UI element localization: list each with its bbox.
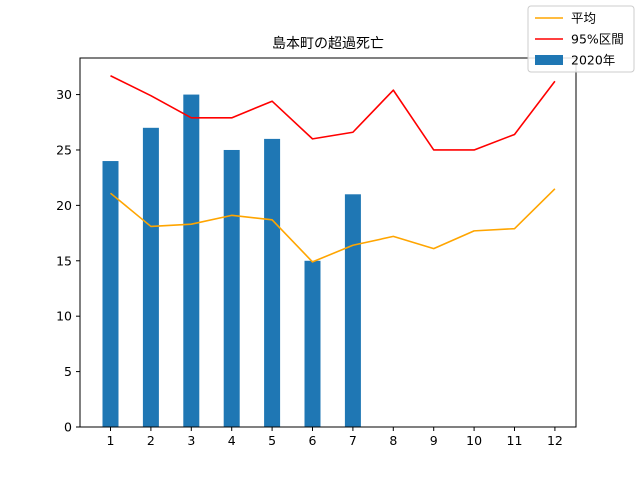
bar-6 [304,260,321,427]
x-tick-label-3: 3 [187,433,195,448]
legend: 平均 95%区間 2020年 [527,5,635,73]
x-tick-label-4: 4 [228,433,236,448]
x-tick-label-9: 9 [430,433,438,448]
x-tick-label-1: 1 [107,433,115,448]
line-series-0 [109,188,556,263]
x-tick-label-10: 10 [466,433,482,448]
y-tick-label-10: 10 [56,309,72,324]
y-tick-label-5: 5 [64,364,72,379]
y-tick-label-25: 25 [56,142,72,157]
line-series [109,75,556,263]
x-tick-label-7: 7 [349,433,357,448]
bar-4 [223,149,240,428]
y-tick-label-30: 30 [56,87,72,102]
bar-3 [183,94,200,427]
y-tick-label-0: 0 [64,420,72,435]
x-tick-label-12: 12 [547,433,563,448]
x-tick-label-11: 11 [507,433,523,448]
y-tick-label-15: 15 [56,253,72,268]
x-tick-label-5: 5 [268,433,276,448]
y-tick-label-20: 20 [56,198,72,213]
chart-title: 島本町の超過死亡 [272,36,384,52]
legend-label-2: 2020年 [571,53,615,68]
x-tick-label-2: 2 [147,433,155,448]
bar-1 [102,161,119,427]
x-tick-label-6: 6 [309,433,317,448]
bar-2 [142,127,159,427]
line-series-1 [110,75,556,151]
legend-label-0: 平均 [571,11,596,26]
x-axis: 1 2 3 4 5 6 7 8 9 10 11 12 [107,427,563,448]
bar-series [102,94,361,428]
bar-7 [344,194,361,427]
bar-5 [264,138,281,427]
plot-frame [79,57,577,428]
legend-label-1: 95%区間 [571,32,624,47]
y-axis: 0 5 10 15 20 25 30 [56,87,80,435]
legend-swatch-2 [535,55,563,65]
x-tick-label-8: 8 [389,433,397,448]
